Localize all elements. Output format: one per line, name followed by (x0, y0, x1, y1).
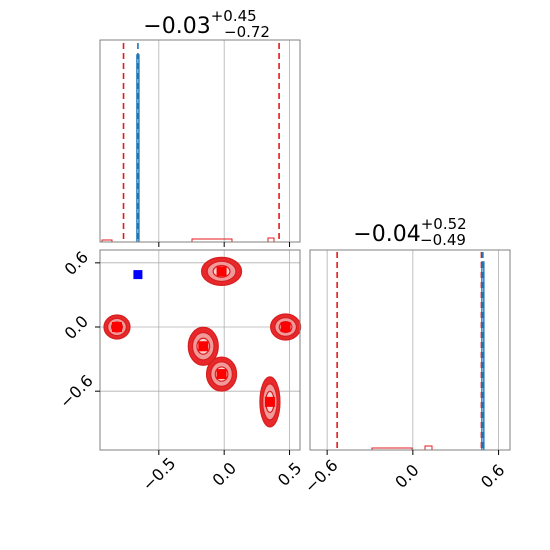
y-tick-label: −0.6 (56, 371, 97, 412)
weight-histogram (371, 445, 433, 450)
marginal-title-1-lower: −0.72 (224, 23, 270, 41)
axes-frame (309, 249, 511, 451)
plot-marks (101, 43, 280, 242)
grid-lines (158, 40, 290, 242)
y-tick-label: 0.6 (61, 247, 92, 278)
axes-frame (99, 39, 301, 243)
truth-point (133, 270, 143, 280)
posterior-histogram (136, 54, 140, 242)
axes-frame (99, 249, 301, 451)
x-ticks (158, 242, 291, 247)
panel-marginal-1: −0.03+0.45 −0.72 (99, 7, 301, 247)
x-ticks: −0.6 0.0 0.6 (301, 450, 508, 497)
x-tick-label: 0.5 (274, 458, 305, 489)
plot-marks (336, 252, 485, 450)
x-ticks: −0.5 0.0 0.5 (138, 450, 305, 495)
x-tick-label: −0.6 (301, 456, 342, 497)
mode-peak (280, 322, 291, 333)
marginal-title-2: −0.04+0.52 (353, 215, 466, 247)
mode-peak (264, 396, 275, 407)
weight-histogram (101, 237, 275, 242)
mode-peak (216, 266, 227, 277)
y-tick-label: 0.0 (61, 312, 92, 343)
x-tick-label: −0.5 (138, 454, 179, 495)
mode-peak (216, 369, 227, 380)
posterior-histogram (481, 261, 485, 450)
marginal-title-2-lower: −0.49 (420, 231, 466, 249)
y-ticks: 0.6 0.0 −0.6 (56, 247, 100, 412)
panel-joint: −0.5 0.0 0.5 0.6 0.0 −0.6 (56, 247, 305, 494)
grid-lines (326, 250, 499, 450)
panel-marginal-2: −0.6 0.0 0.6 −0.04+0.52 −0.49 (301, 215, 511, 497)
contour-marks (103, 256, 302, 428)
x-tick-label: 0.6 (477, 460, 508, 491)
x-tick-label: 0.0 (391, 460, 422, 491)
marginal-title-1: −0.03+0.45 (143, 7, 256, 39)
x-tick-label: 0.0 (209, 458, 240, 489)
mode-peak (111, 322, 122, 333)
mode-peak (198, 341, 209, 352)
